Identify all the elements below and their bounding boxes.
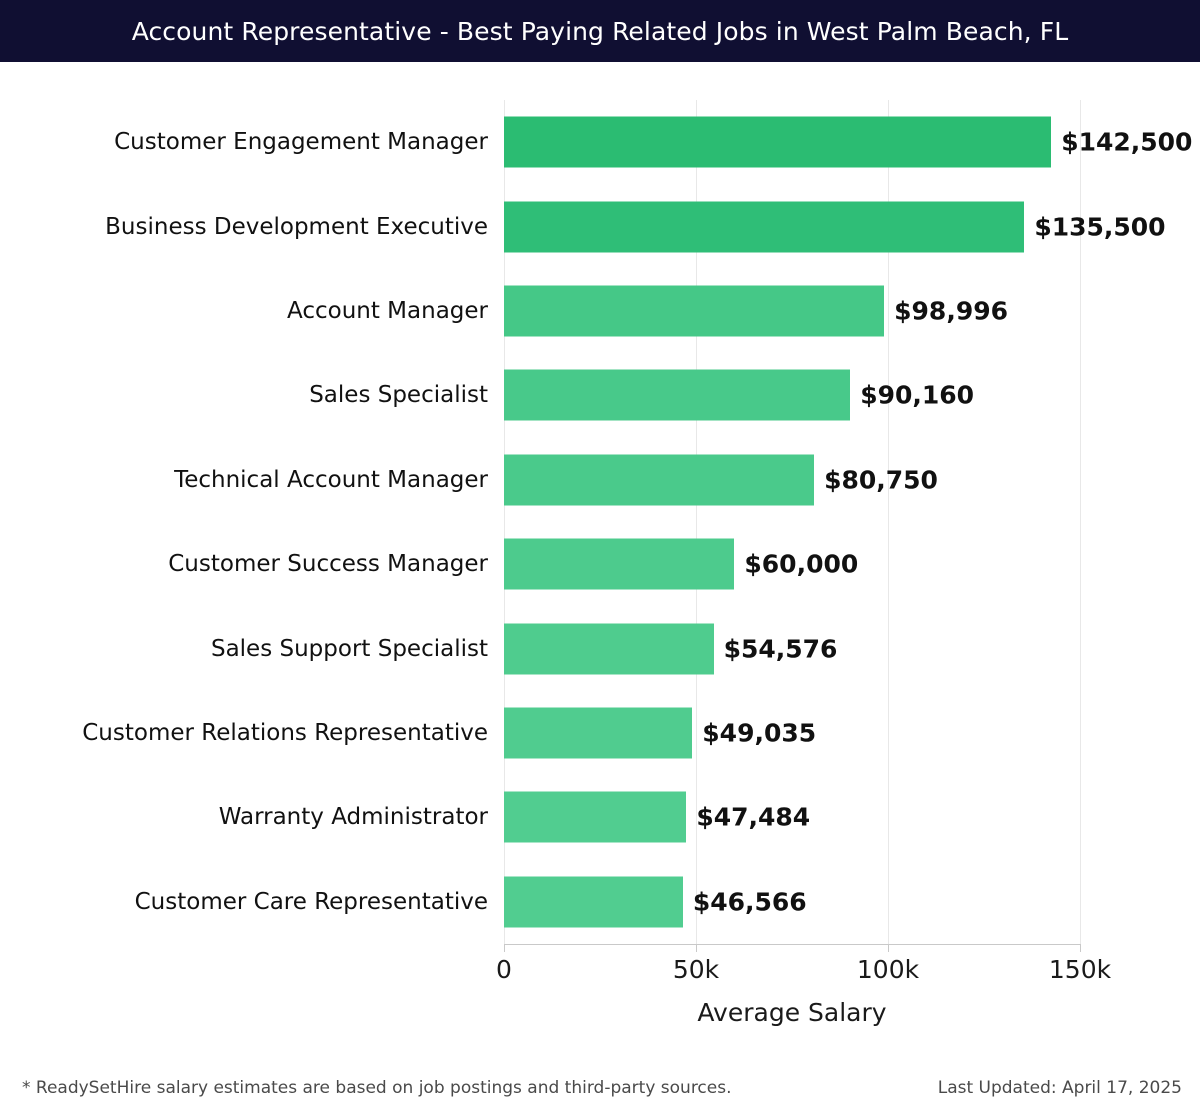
bar-row: Account Manager $98,996 [0,269,1200,353]
bar-value-label: $98,996 [894,296,1009,326]
bar-row: Customer Engagement Manager $142,500 [0,100,1200,184]
bar[interactable] [504,707,693,759]
chart-canvas: 0 50k 100k 150k Customer Engagement Manager… [0,62,1200,1120]
tick-mark [888,944,889,952]
tick-mark [1080,944,1081,952]
bar-value-label: $46,566 [692,887,807,917]
x-tick-label: 150k [1048,955,1112,984]
gridline [696,100,697,944]
category-label: Sales Support Specialist [210,635,488,662]
bar-value-label: $80,750 [824,465,938,495]
category-label: Sales Specialist [309,382,488,409]
x-tick-label: 100k [856,955,920,984]
bar-value-label: $60,000 [744,549,859,579]
bar-value-label: $142,500 [1061,127,1193,157]
category-label: Customer Relations Representative [82,719,488,746]
category-label: Customer Engagement Manager [114,129,488,156]
bar[interactable] [504,285,885,337]
page-title: Account Representative - Best Paying Rel… [131,16,1069,46]
bar-value-label: $90,160 [860,380,975,410]
bar[interactable] [504,538,735,590]
footer-note: * ReadySetHire salary estimates are base… [22,1078,732,1098]
bar-value-label: $54,576 [723,634,838,664]
bar-row: Sales Support Specialist $54,576 [0,606,1200,690]
category-label: Account Manager [287,297,488,324]
x-axis-line [504,944,1081,945]
category-label: Technical Account Manager [174,466,488,493]
bar-row: Warranty Administrator $47,484 [0,775,1200,859]
bar-row: Customer Care Representative $46,566 [0,860,1200,944]
bar-value-label: $49,035 [702,718,817,748]
gridline [504,100,505,944]
category-label: Customer Success Manager [168,551,488,578]
bar[interactable] [504,791,687,843]
gridline [888,100,889,944]
bar-value-label: $47,484 [696,802,811,832]
bar-row: Business Development Executive $135,500 [0,184,1200,268]
footer: * ReadySetHire salary estimates are base… [0,1078,1200,1120]
category-label: Customer Care Representative [134,888,488,915]
category-label: Business Development Executive [105,213,488,240]
tick-mark [504,944,505,952]
bar[interactable] [504,116,1052,168]
bar-row: Customer Success Manager $60,000 [0,522,1200,606]
bar-row: Customer Relations Representative $49,035 [0,691,1200,775]
category-label: Warranty Administrator [218,804,488,831]
gridline [1080,100,1081,944]
tick-mark [696,944,697,952]
bar[interactable] [504,876,683,928]
title-bar: Account Representative - Best Paying Rel… [0,0,1200,62]
bar-row: Sales Specialist $90,160 [0,353,1200,437]
bar[interactable] [504,201,1025,253]
bar[interactable] [504,454,815,506]
bar[interactable] [504,623,714,675]
x-tick-label: 50k [672,955,720,984]
x-axis-title: Average Salary [697,998,887,1027]
footer-last-updated: Last Updated: April 17, 2025 [937,1078,1182,1098]
bar-value-label: $135,500 [1034,212,1166,242]
bar[interactable] [504,369,851,421]
x-tick-label: 0 [496,955,512,984]
bar-row: Technical Account Manager $80,750 [0,438,1200,522]
